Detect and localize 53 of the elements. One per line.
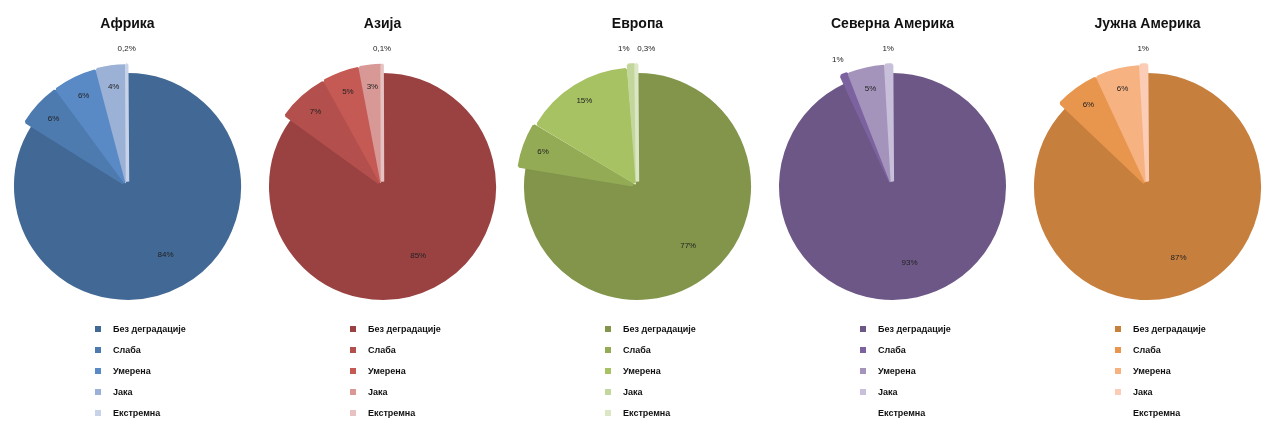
legend-label: Јака xyxy=(113,386,133,397)
data-label: 6% xyxy=(47,113,60,123)
data-label: 0,2% xyxy=(117,43,136,53)
chart-title: Европа xyxy=(611,15,664,32)
data-label: 1% xyxy=(617,44,630,54)
data-label: 6% xyxy=(1116,84,1129,94)
category-label: Екстремна xyxy=(878,407,926,418)
chart-title: Африка xyxy=(100,15,155,32)
legend-label: Без деградације xyxy=(368,323,441,334)
legend-label: Без деградације xyxy=(878,323,951,334)
legend-label: Слаба xyxy=(623,344,651,355)
legend-label: Умерена xyxy=(878,365,916,376)
chart-title: Јужна Америка xyxy=(1094,15,1201,32)
legend-label: Јака xyxy=(1133,386,1153,397)
data-label: 1% xyxy=(882,43,894,53)
legend-label: Јака xyxy=(623,386,643,397)
legend-label: Умерена xyxy=(1133,365,1171,376)
legend-label: Слаба xyxy=(113,344,141,355)
data-label: 5% xyxy=(864,83,877,93)
legend-label: Умерена xyxy=(368,365,406,376)
data-label: 1% xyxy=(832,55,844,65)
chart-title: Северна Америка xyxy=(831,15,955,32)
data-label: 6% xyxy=(1082,100,1095,110)
legend-label: Екстремна xyxy=(368,407,416,418)
data-label: 4% xyxy=(107,82,120,92)
legend-label: Слаба xyxy=(878,344,906,355)
legend-label: Без деградације xyxy=(113,323,186,334)
chart-title: Азија xyxy=(363,15,402,32)
data-label: 87% xyxy=(1170,253,1187,263)
data-label: 93% xyxy=(901,257,918,267)
legend-label: Слаба xyxy=(368,344,396,355)
data-label: 5% xyxy=(342,87,354,97)
data-label: 3% xyxy=(366,81,379,91)
category-label: Екстремна xyxy=(1133,407,1181,418)
data-label: 1% xyxy=(1137,43,1149,53)
legend-label: Јака xyxy=(368,386,388,397)
legend-label: Без деградације xyxy=(1133,323,1206,334)
legend-label: Без деградације xyxy=(623,323,696,334)
legend-label: Умерена xyxy=(113,365,151,376)
legend-label: Слаба xyxy=(1133,344,1161,355)
data-label: 0,3% xyxy=(637,43,656,53)
data-label: 85% xyxy=(410,251,427,261)
legend-label: Умерена xyxy=(623,365,661,376)
data-label: 84% xyxy=(157,249,174,259)
legend-label: Јака xyxy=(878,386,898,397)
data-label: 6% xyxy=(537,147,549,157)
data-label: 15% xyxy=(576,96,593,106)
data-label: 0,1% xyxy=(372,43,392,53)
data-label: 77% xyxy=(680,241,697,251)
legend-label: Екстремна xyxy=(623,407,671,418)
legend-label: Екстремна xyxy=(113,407,161,418)
data-label: 6% xyxy=(77,91,90,101)
data-label: 7% xyxy=(309,106,322,116)
